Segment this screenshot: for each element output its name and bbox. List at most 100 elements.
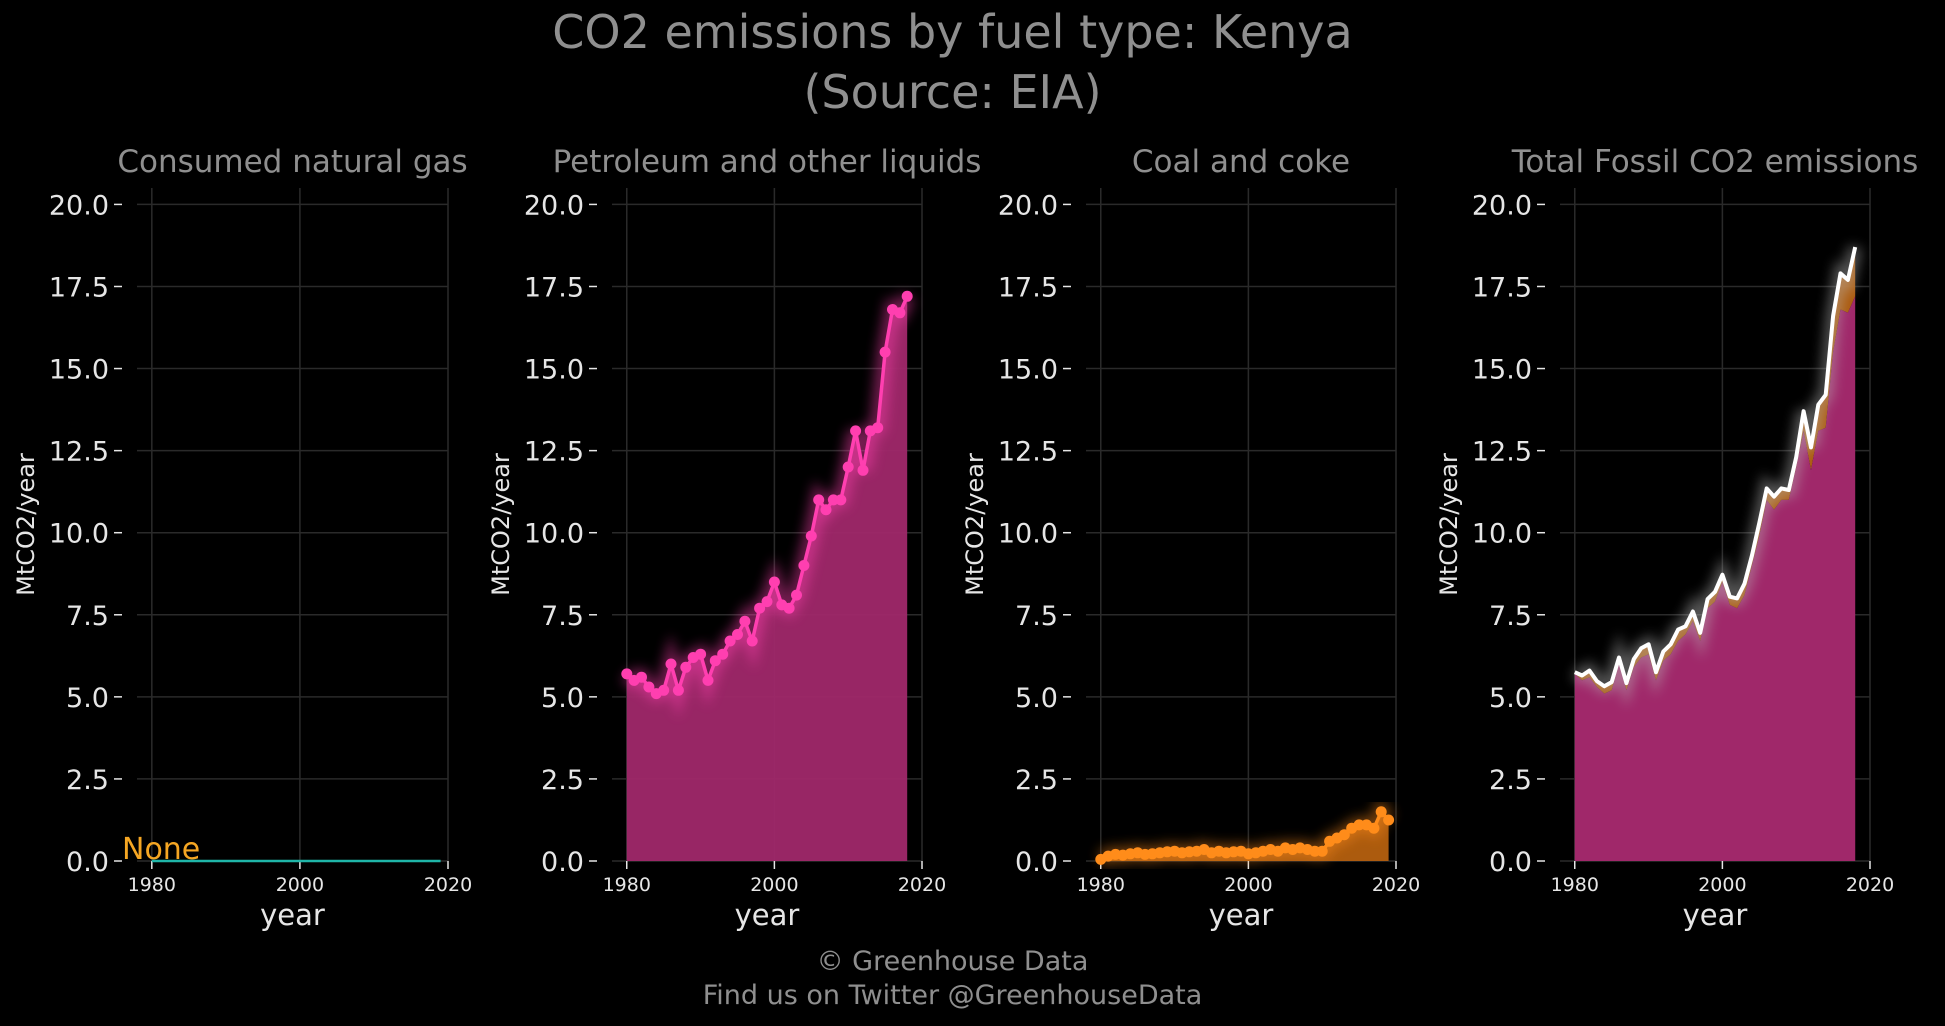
panel2-ytick-label: 7.5 (541, 601, 584, 632)
figure-title-line1: CO2 emissions by fuel type: Kenya (552, 5, 1353, 59)
panel2-data-point (724, 635, 736, 647)
panel3-xtick-label: 2020 (1372, 874, 1420, 896)
panel2-xtick-label: 2000 (750, 874, 798, 896)
panel3-xlabel: year (1209, 898, 1274, 932)
panel4-ytick-label: 7.5 (1489, 601, 1532, 632)
panel3-data-point (1375, 806, 1387, 818)
panel3-ytick-label: 5.0 (1015, 683, 1058, 714)
panel2-data-point (732, 629, 743, 640)
panel2-data-point (835, 494, 847, 506)
panel2-ytick-label: 10.0 (524, 519, 584, 550)
footer-copyright: © Greenhouse Data (816, 946, 1089, 977)
panel2-data-point (695, 648, 707, 660)
panel4-ytick-label: 15.0 (1472, 355, 1532, 386)
panel3-ytick-label: 0.0 (1015, 847, 1058, 878)
panel2-xlabel: year (735, 898, 800, 932)
panel3-data-point (1316, 845, 1328, 857)
panel1-ytick-label: 10.0 (49, 519, 109, 550)
panel2-data-point (791, 589, 802, 601)
panel2-data-point (798, 560, 810, 571)
panel4-ytick-label: 0.0 (1489, 847, 1532, 878)
panel3-xtick-label: 1980 (1077, 874, 1125, 896)
panel2-data-point (709, 655, 721, 667)
panel2-xtick-label: 2020 (898, 874, 946, 896)
panel4-xtick-label: 2020 (1846, 874, 1894, 896)
panel1-ylabel: MtCO2/year (12, 453, 40, 596)
panel2-data-point (850, 425, 862, 437)
panel2-data-point (621, 668, 633, 680)
panel4-ytick-label: 17.5 (1472, 272, 1532, 303)
panel2-xtick-label: 1980 (603, 874, 651, 896)
panel3-data-point (1338, 829, 1350, 841)
panel1-title: Consumed natural gas (117, 144, 467, 180)
panel1-ytick-label: 15.0 (49, 355, 109, 386)
panel1-annotation: None (122, 832, 200, 867)
panel2-data-point (901, 290, 913, 302)
panel1-ytick-label: 7.5 (66, 601, 109, 632)
panel4-ytick-label: 5.0 (1489, 683, 1532, 714)
panel4-ytick-label: 2.5 (1489, 765, 1532, 796)
panel4-title: Total Fossil CO2 emissions (1511, 144, 1919, 180)
panel3-title: Coal and coke (1132, 144, 1350, 180)
panel1-xtick-label: 1980 (128, 874, 176, 896)
panel1-ytick-label: 17.5 (49, 272, 109, 303)
panel4-ylabel: MtCO2/year (1435, 453, 1463, 596)
panel3-ytick-label: 20.0 (998, 190, 1058, 221)
panel2-data-point (717, 648, 729, 660)
panel4-ytick-label: 10.0 (1472, 519, 1532, 550)
panel4-area-petroleum (1574, 296, 1856, 861)
panel2-data-point (643, 681, 655, 693)
panel3-xtick-label: 2000 (1224, 874, 1272, 896)
panel2-data-point (658, 684, 670, 696)
panel2-data-point (746, 635, 758, 647)
panel4-xlabel: year (1683, 898, 1748, 932)
panel4-xtick-label: 1980 (1551, 874, 1599, 896)
panel2-ytick-label: 20.0 (524, 190, 584, 221)
panel2-data-point (761, 596, 773, 608)
panel2-ytick-label: 17.5 (524, 272, 584, 303)
panel3-ytick-label: 12.5 (998, 437, 1058, 468)
panel4-xtick-label: 2000 (1698, 874, 1746, 896)
panel1-ytick-label: 5.0 (66, 683, 109, 714)
panel4-ytick-label: 20.0 (1472, 190, 1532, 221)
panel2-data-point (665, 658, 677, 670)
panel1-xlabel: year (260, 898, 325, 932)
panel2-data-point (813, 494, 825, 506)
panel2-data-point (820, 504, 832, 516)
figure-title-line2: (Source: EIA) (803, 65, 1102, 119)
panel3-ytick-label: 7.5 (1015, 601, 1058, 632)
panel2-ytick-label: 0.0 (541, 847, 584, 878)
panel1-ytick-label: 12.5 (49, 437, 109, 468)
panel4-series-line (1573, 246, 1858, 689)
panel3-ytick-label: 17.5 (998, 272, 1058, 303)
panel2-data-point (672, 684, 684, 696)
panel2-data-point (857, 464, 869, 476)
panel2-data-point (894, 307, 906, 319)
panel2-data-point (739, 615, 751, 627)
panel1-ytick-label: 20.0 (49, 190, 109, 221)
panel2-data-point (680, 661, 692, 673)
panel3-data-point (1368, 822, 1380, 834)
panel1-xtick-label: 2020 (424, 874, 472, 896)
panel3-ylabel: MtCO2/year (961, 453, 989, 596)
panel3-ytick-label: 2.5 (1015, 765, 1058, 796)
panel2-data-point (842, 461, 854, 473)
panel2-ylabel: MtCO2/year (487, 453, 515, 596)
panel2-data-point (872, 422, 884, 434)
panel4-ytick-label: 12.5 (1472, 437, 1532, 468)
panel1-ytick-label: 2.5 (66, 765, 109, 796)
panel2-data-point (805, 530, 817, 542)
panel2-data-point (783, 602, 795, 614)
panel1-xtick-label: 2000 (276, 874, 324, 896)
panel2-data-point (768, 576, 780, 588)
panel2-area (626, 296, 908, 861)
footer-twitter: Find us on Twitter @GreenhouseData (702, 980, 1203, 1011)
panel2-ytick-label: 2.5 (541, 765, 584, 796)
panel2-data-point (702, 674, 714, 686)
panel2-ytick-label: 5.0 (541, 683, 584, 714)
panel2-data-point (879, 346, 891, 358)
panel2-data-point (754, 602, 766, 614)
panel2-data-point (636, 671, 647, 683)
panel3-ytick-label: 15.0 (998, 355, 1058, 386)
